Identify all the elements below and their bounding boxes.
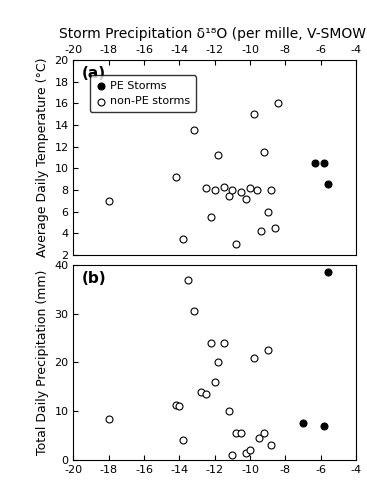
non-PE storms [203, 184, 209, 192]
Point [256, 434, 262, 442]
non-PE storms [272, 224, 278, 232]
Text: (a): (a) [82, 66, 106, 81]
Y-axis label: Average Daily Temperature (°C): Average Daily Temperature (°C) [36, 58, 49, 258]
Point [261, 429, 267, 437]
Point [221, 339, 226, 347]
non-PE storms [190, 126, 196, 134]
Point [247, 446, 253, 454]
Point [226, 407, 232, 415]
Point [208, 339, 214, 347]
Text: (b): (b) [82, 270, 106, 285]
non-PE storms [180, 235, 186, 243]
Point [268, 442, 274, 450]
Point [106, 414, 112, 422]
Y-axis label: Total Daily Precipitation (mm): Total Daily Precipitation (mm) [36, 270, 49, 455]
Point [215, 358, 221, 366]
Point [173, 402, 179, 409]
non-PE storms [212, 186, 218, 194]
non-PE storms [221, 183, 226, 191]
Point [212, 378, 218, 386]
Point [251, 354, 257, 362]
Point [197, 388, 203, 396]
Point [185, 276, 191, 283]
Point [321, 422, 327, 430]
non-PE storms [261, 148, 267, 156]
non-PE storms [244, 195, 250, 203]
non-PE storms [233, 240, 239, 248]
non-PE storms [106, 197, 112, 205]
Point [244, 448, 250, 456]
PE Storms [312, 159, 318, 167]
Point [265, 346, 270, 354]
non-PE storms [229, 186, 235, 194]
Point [229, 451, 235, 459]
non-PE storms [173, 173, 179, 181]
non-PE storms [258, 228, 264, 235]
Point [177, 402, 182, 410]
Legend: PE Storms, non-PE storms: PE Storms, non-PE storms [90, 76, 196, 112]
non-PE storms [208, 213, 214, 221]
PE Storms [325, 180, 331, 188]
non-PE storms [254, 186, 260, 194]
PE Storms [321, 159, 327, 167]
Point [238, 429, 244, 437]
non-PE storms [275, 100, 281, 108]
non-PE storms [265, 208, 270, 216]
non-PE storms [268, 186, 274, 194]
Point [180, 436, 186, 444]
Point [300, 420, 306, 428]
Point [203, 390, 209, 398]
non-PE storms [226, 192, 232, 200]
Point [233, 429, 239, 437]
non-PE storms [251, 110, 257, 118]
non-PE storms [247, 184, 253, 192]
Point [190, 307, 196, 315]
non-PE storms [238, 188, 244, 196]
X-axis label: Storm Precipitation δ¹⁸O (per mille, V-SMOW): Storm Precipitation δ¹⁸O (per mille, V-S… [58, 27, 367, 41]
non-PE storms [215, 152, 221, 160]
Point [325, 268, 331, 276]
